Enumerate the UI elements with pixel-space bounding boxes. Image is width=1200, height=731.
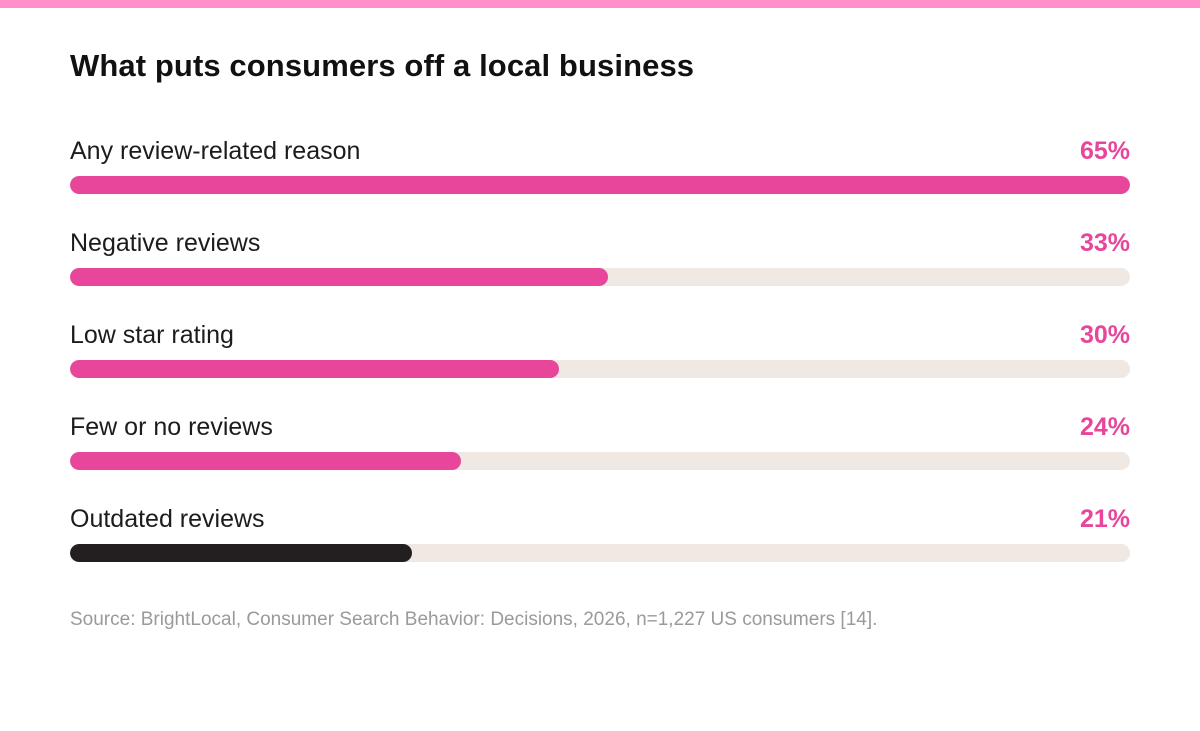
bar-label: Few or no reviews <box>70 413 273 441</box>
top-accent-strip <box>0 0 1200 8</box>
bar-label: Negative reviews <box>70 229 261 257</box>
bar-value-label: 65% <box>1079 137 1130 165</box>
bar-row: Low star rating 30% <box>70 314 1130 384</box>
bar <box>70 452 461 470</box>
bar-row: Any review-related reason 65% <box>70 130 1130 200</box>
bar-value-label: 24% <box>1079 413 1130 441</box>
bar-value-label: 33% <box>1079 229 1130 257</box>
bar-label: Outdated reviews <box>70 505 265 533</box>
bar-row: Few or no reviews 24% <box>70 406 1130 476</box>
source-note: Source: BrightLocal, Consumer Search Beh… <box>70 609 878 630</box>
bar <box>70 268 608 286</box>
chart-title: What puts consumers off a local business <box>70 48 695 83</box>
bar <box>70 544 412 562</box>
bar-value-label: 21% <box>1079 505 1130 533</box>
bar-label: Low star rating <box>70 321 234 349</box>
bar-row: Outdated reviews 21% <box>70 498 1130 568</box>
bar <box>70 360 559 378</box>
bar-row: Negative reviews 33% <box>70 222 1130 292</box>
bar-track <box>70 268 1130 286</box>
bar-value-label: 30% <box>1079 321 1130 349</box>
bar <box>70 176 1130 194</box>
bar-track <box>70 360 1130 378</box>
bar-track <box>70 176 1130 194</box>
bar-track <box>70 544 1130 562</box>
bar-track <box>70 452 1130 470</box>
bar-label: Any review-related reason <box>70 137 361 165</box>
